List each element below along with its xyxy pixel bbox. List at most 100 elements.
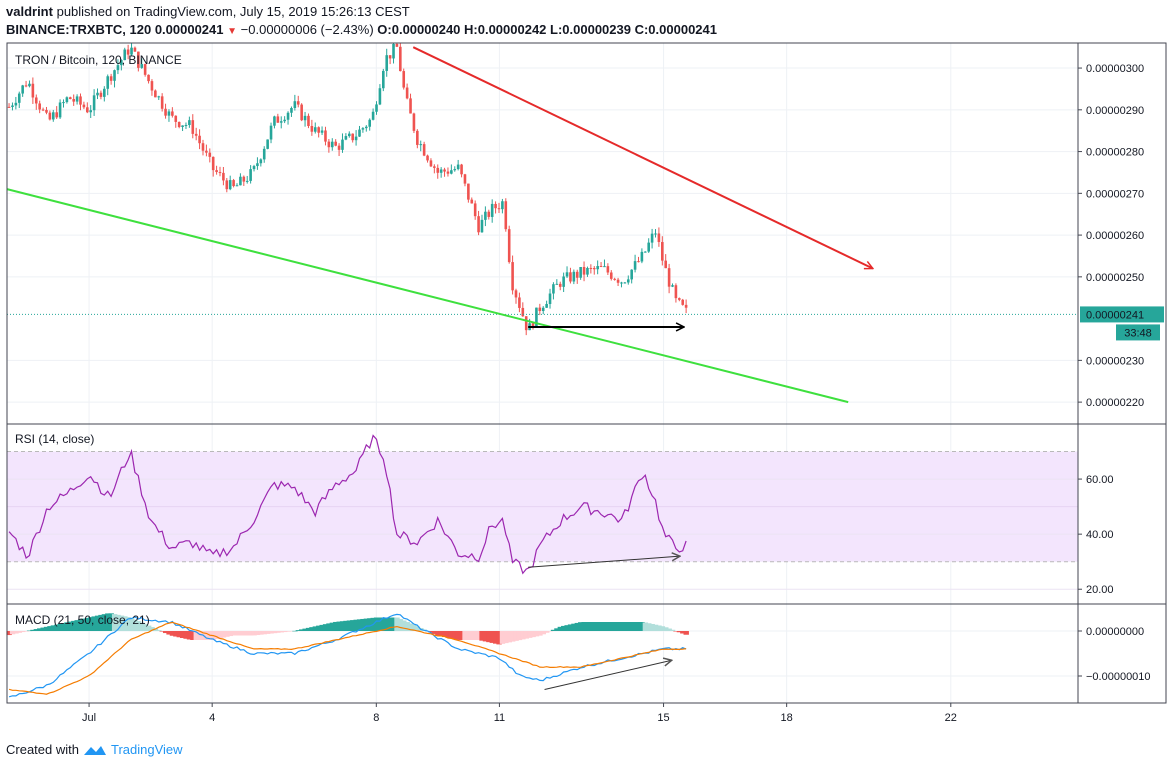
price-axis-label: 0.00000290 <box>1086 105 1144 117</box>
candle <box>222 172 225 181</box>
candle <box>643 251 647 253</box>
candle <box>310 125 314 132</box>
histogram-bar <box>213 631 220 640</box>
candle <box>419 144 423 146</box>
candle <box>592 268 596 270</box>
candle <box>344 136 348 140</box>
histogram-bar <box>394 617 400 631</box>
candle <box>194 133 198 136</box>
histogram-bar <box>176 631 182 638</box>
histogram-bar <box>26 630 33 632</box>
histogram-bar <box>499 631 506 644</box>
histogram-bar <box>615 622 621 631</box>
histogram-bar <box>346 620 353 631</box>
candle <box>535 307 538 328</box>
histogram-bar <box>520 631 526 640</box>
author-name[interactable]: valdrint <box>6 4 53 19</box>
candle <box>137 51 140 68</box>
histogram-bar <box>635 622 642 631</box>
candle <box>157 96 161 98</box>
countdown-tag <box>1116 324 1160 341</box>
candle <box>256 163 259 167</box>
macd-histogram <box>6 613 689 645</box>
histogram-bar <box>159 631 165 632</box>
histogram-bar <box>533 631 540 637</box>
candle <box>575 271 579 278</box>
candle <box>266 139 269 149</box>
candle <box>198 135 201 144</box>
histogram-bar <box>676 631 683 633</box>
histogram-bar <box>397 619 404 631</box>
ohlc-values: O:0.00000240 H:0.00000242 L:0.00000239 C… <box>377 22 717 37</box>
candle <box>126 49 130 55</box>
candle <box>368 119 372 127</box>
histogram-bar <box>322 624 329 631</box>
histogram-bar <box>475 631 482 640</box>
candle <box>480 219 484 233</box>
histogram-bar <box>231 631 237 636</box>
candle <box>385 55 389 71</box>
histogram-bar <box>642 622 649 631</box>
histogram-bar <box>612 622 618 631</box>
histogram-bar <box>401 620 407 631</box>
histogram-bar <box>122 616 128 631</box>
candle <box>147 74 150 82</box>
histogram-bar <box>13 631 19 634</box>
histogram-bar <box>431 631 438 634</box>
histogram-bar <box>217 631 223 639</box>
histogram-bar <box>567 624 574 631</box>
candle <box>552 284 555 294</box>
histogram-bar <box>550 629 557 631</box>
price-axis-label: 0.00000300 <box>1086 63 1144 75</box>
candle <box>150 81 154 91</box>
histogram-bar <box>465 631 472 640</box>
candles-group <box>7 43 688 336</box>
candle <box>609 272 613 279</box>
candle <box>174 115 178 122</box>
histogram-bar <box>23 631 29 632</box>
histogram-bar <box>479 631 485 641</box>
candle <box>48 112 52 120</box>
candle <box>351 133 354 141</box>
candle <box>603 266 606 268</box>
candle <box>678 298 681 300</box>
price-axis-label: 0.00000220 <box>1086 397 1144 409</box>
candle <box>239 176 242 186</box>
histogram-bar <box>316 625 322 631</box>
time-axis-label: 8 <box>373 712 379 724</box>
candle <box>623 282 627 284</box>
candle <box>79 96 82 105</box>
histogram-bar <box>305 627 312 631</box>
candle <box>392 43 395 59</box>
macd-pane <box>7 604 1078 703</box>
candle <box>395 43 399 47</box>
histogram-bar <box>60 623 67 631</box>
histogram-bar <box>469 631 475 640</box>
histogram-bar <box>350 620 356 631</box>
histogram-bar <box>37 628 43 631</box>
candle <box>511 262 514 291</box>
candle <box>681 299 685 305</box>
candle <box>133 47 137 52</box>
chart-canvas[interactable]: 0.00000300 0.00000290 0.00000280 0.00000270… <box>0 0 1170 740</box>
candle <box>68 97 72 100</box>
tradingview-brand[interactable]: TradingView <box>110 742 183 757</box>
histogram-bar <box>149 627 155 631</box>
histogram-bar <box>57 623 63 631</box>
candle <box>375 104 378 112</box>
histogram-bar <box>285 631 291 632</box>
histogram-bar <box>591 622 598 631</box>
time-axis-label: 18 <box>781 712 793 724</box>
histogram-bar <box>506 631 512 643</box>
histogram-bar <box>98 614 104 631</box>
candle <box>446 171 450 174</box>
histogram-bar <box>248 631 254 636</box>
candle <box>579 266 582 278</box>
histogram-bar <box>404 622 410 631</box>
candle <box>531 323 535 328</box>
candle <box>416 130 419 145</box>
candle <box>637 261 640 263</box>
histogram-bar <box>203 631 210 640</box>
candle <box>232 180 235 187</box>
candle <box>24 85 28 87</box>
